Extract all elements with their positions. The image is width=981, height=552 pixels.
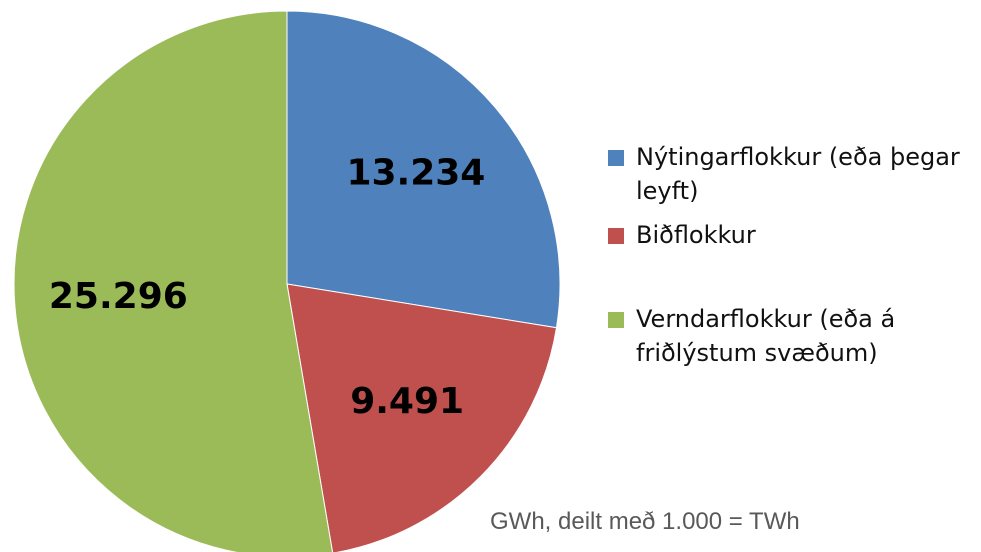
data-label: 9.491 <box>350 381 464 422</box>
legend-label: Nýtingarflokkur (eða þegar leyft) <box>636 143 960 205</box>
pie-slice <box>13 10 334 552</box>
legend-label: Biðflokkur <box>636 221 756 249</box>
legend: Nýtingarflokkur (eða þegar leyft) Biðflok… <box>608 140 968 370</box>
legend-label: Verndarflokkur (eða á friðlýstum svæðum) <box>636 305 896 367</box>
legend-item: Verndarflokkur (eða á friðlýstum svæðum) <box>608 302 968 370</box>
legend-item: Biðflokkur <box>608 218 968 252</box>
legend-swatch <box>608 228 624 244</box>
data-label: 25.296 <box>49 276 188 317</box>
legend-swatch <box>608 312 624 328</box>
legend-item: Nýtingarflokkur (eða þegar leyft) <box>608 140 968 208</box>
pie-slice <box>286 283 558 552</box>
note: GWh, deilt með 1.000 = TWh <box>490 508 800 535</box>
legend-swatch <box>608 150 624 166</box>
data-label: 13.234 <box>346 152 485 193</box>
pie-slice <box>286 10 561 329</box>
